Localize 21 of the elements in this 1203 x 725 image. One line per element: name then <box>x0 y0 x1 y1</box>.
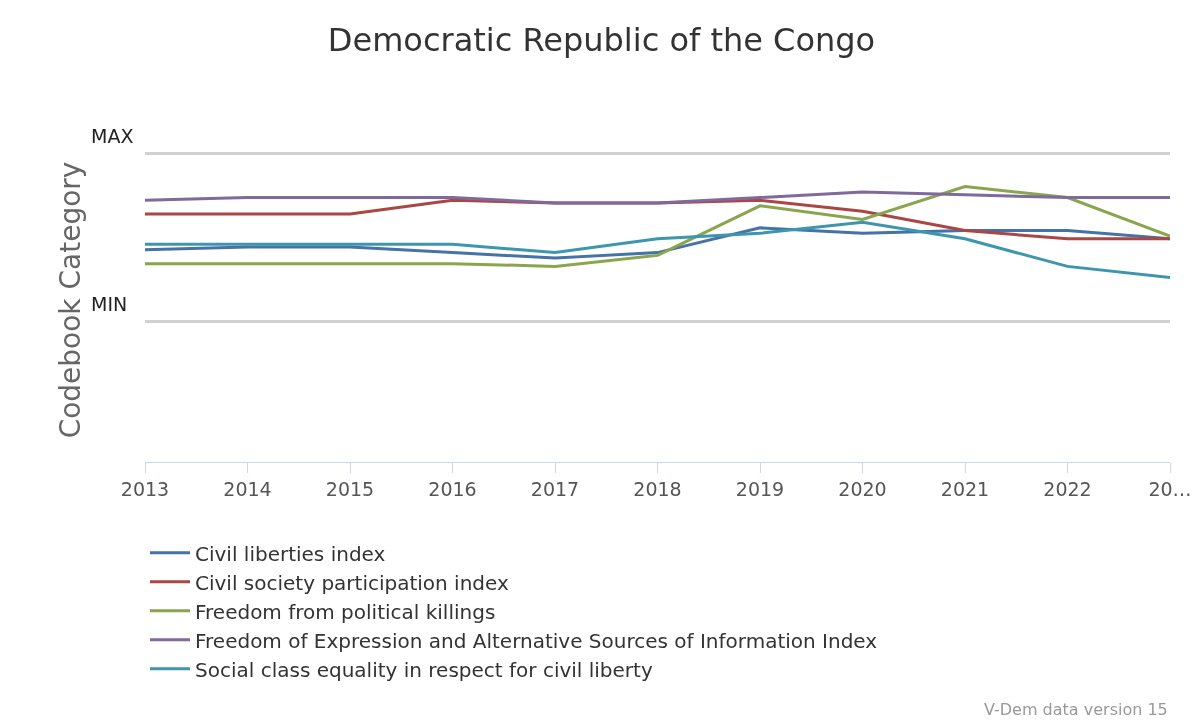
legend-label: Civil liberties index <box>195 541 386 566</box>
x-tick-label: 2015 <box>325 477 375 500</box>
x-tick-label: 2017 <box>530 477 580 500</box>
ref-line-label: MIN <box>91 293 128 315</box>
legend-label: Civil society participation index <box>195 570 509 595</box>
x-tick-label: 2018 <box>633 477 682 500</box>
legend-label: Social class equality in respect for civil liberty <box>195 657 653 682</box>
x-tick-label: 2019 <box>735 477 785 500</box>
x-tick-label: 2014 <box>223 477 272 500</box>
chart-title: Democratic Republic of the Congo <box>327 21 876 60</box>
x-tick-label: 2016 <box>428 477 477 500</box>
x-tick-label: 2013 <box>120 477 170 500</box>
x-tick-label: 2022 <box>1043 477 1092 500</box>
legend-label: Freedom of Expression and Alternative Sources of Information Index <box>195 628 878 653</box>
y-axis-title: Codebook Category <box>53 161 87 439</box>
x-tick-label: 2021 <box>940 477 990 500</box>
text: V-Dem data version 15 <box>984 700 1168 719</box>
x-tick-label: 2020 <box>838 477 887 500</box>
x-tick-label: 20… <box>1148 477 1192 500</box>
ref-line-label: MAX <box>91 125 134 147</box>
legend-label: Freedom from political killings <box>195 599 496 624</box>
